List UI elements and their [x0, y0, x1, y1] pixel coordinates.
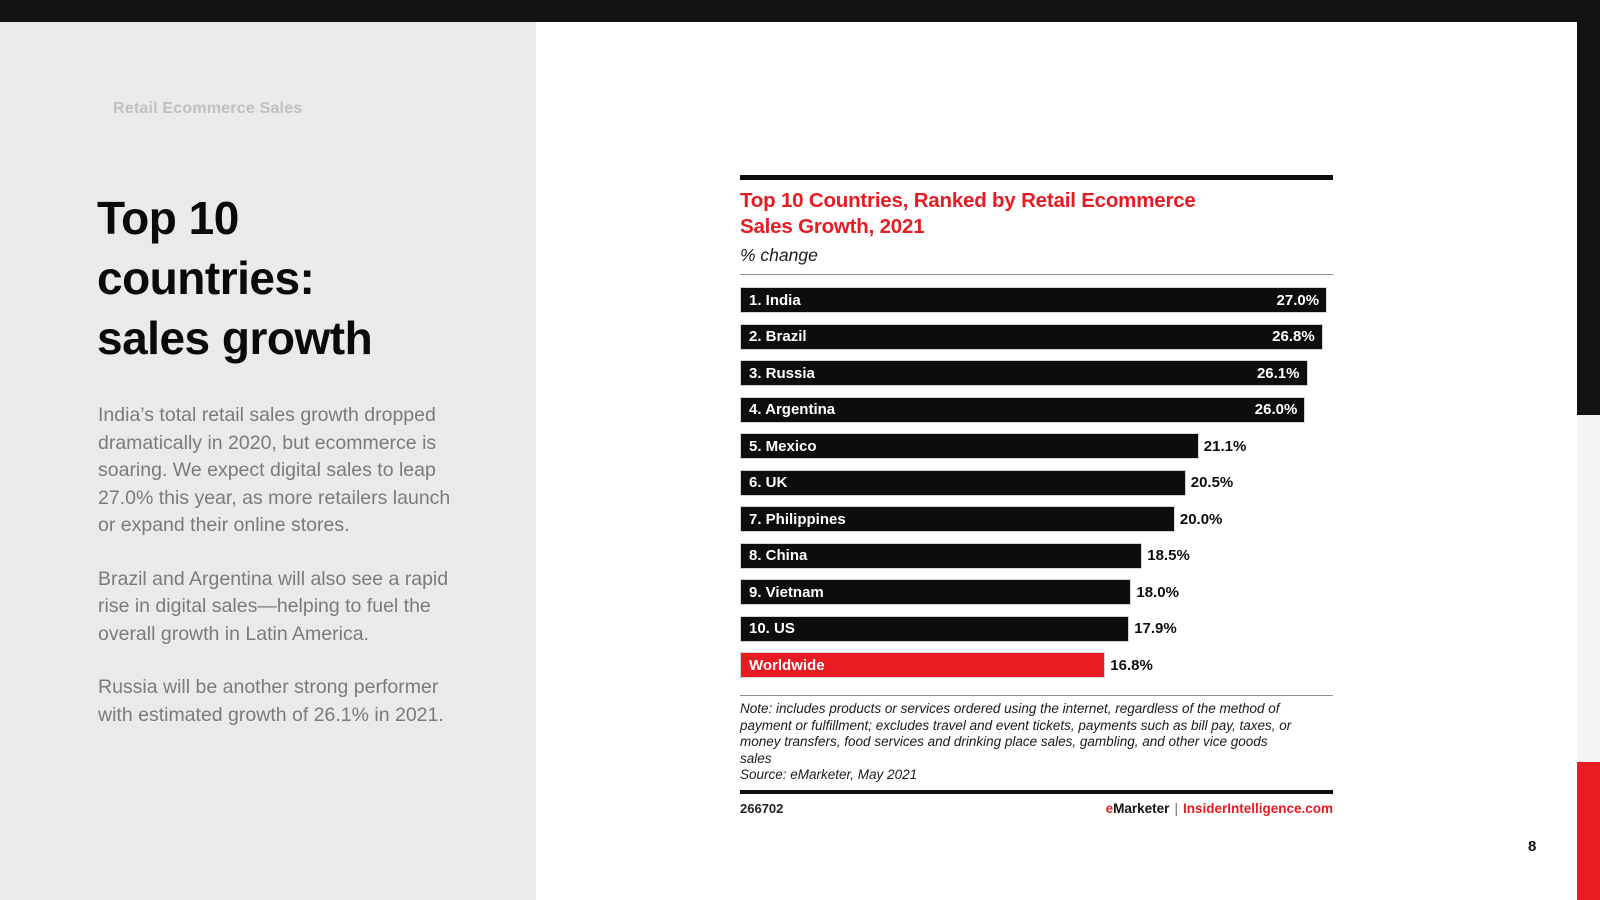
- body-paragraph-brazil-argentina: Brazil and Argentina will also see a rap…: [98, 567, 449, 645]
- bar: 10. US: [740, 615, 1130, 642]
- bar-row: 6. UK 20.5%: [740, 469, 1333, 496]
- chart-note-line: sales: [740, 750, 772, 766]
- chart-title-line-2: Sales Growth, 2021: [740, 215, 925, 238]
- chart-title-line-1: Top 10 Countries, Ranked by Retail Ecomm…: [740, 189, 1196, 212]
- chart-subtitle-rule: [740, 274, 1333, 275]
- bar-value: 21.1%: [1203, 437, 1247, 455]
- slide-title-line-3: sales growth: [97, 312, 373, 364]
- bar-row: 5. Mexico 21.1%: [740, 433, 1333, 459]
- section-eyebrow: Retail Ecommerce Sales: [113, 100, 303, 117]
- bar-label: 10. US: [749, 620, 795, 637]
- bar-value: 18.0%: [1136, 583, 1179, 601]
- bar-label: 8. China: [749, 547, 808, 564]
- bar: Worldwide: [740, 652, 1106, 678]
- bar-value: 17.9%: [1134, 620, 1177, 637]
- chart-panel: Top 10 Countries, Ranked by Retail Ecomm…: [740, 175, 1333, 816]
- bar: 4. Argentina 26.0%: [740, 396, 1306, 423]
- bar-row: Worldwide 16.8%: [740, 652, 1333, 678]
- bar-label: 7. Philippines: [749, 510, 846, 528]
- bar: 9. Vietnam: [740, 579, 1132, 605]
- chart-title: Top 10 Countries, Ranked by Retail Ecomm…: [740, 188, 1333, 240]
- bar-row: 8. China 18.5%: [740, 542, 1333, 569]
- page-number: 8: [1528, 838, 1537, 855]
- brand-lockup: eMarketer | InsiderIntelligence.com: [1106, 801, 1333, 816]
- brand-emarketer-name: Marketer: [1113, 800, 1170, 816]
- chart-id-number: 266702: [740, 800, 784, 816]
- bar: 7. Philippines: [740, 506, 1175, 532]
- bar: 5. Mexico: [740, 433, 1199, 459]
- bar: 3. Russia 26.1%: [740, 360, 1308, 386]
- bar-value: 26.8%: [1272, 328, 1315, 345]
- brand-emarketer-e: e: [1105, 800, 1114, 816]
- bar-value: 27.0%: [1276, 291, 1320, 309]
- bar-value: 16.8%: [1110, 656, 1153, 674]
- chart-note-line: money transfers, food services and drink…: [740, 734, 1268, 749]
- bar-label: 1. India: [749, 291, 801, 309]
- bar-row: 10. US 17.9%: [740, 615, 1333, 642]
- chart-note-rule: [740, 695, 1333, 696]
- bar-label: 9. Vietnam: [749, 583, 824, 601]
- bar-value: 26.1%: [1256, 364, 1300, 382]
- bar-label: Worldwide: [749, 656, 825, 674]
- bar: 1. India 27.0%: [740, 287, 1328, 313]
- bar-label: 5. Mexico: [749, 437, 817, 455]
- bar-value: 18.5%: [1147, 547, 1190, 564]
- bar: 8. China: [740, 542, 1143, 569]
- slide-title: Top 10 countries: sales growth: [97, 188, 373, 368]
- bar-value: 20.0%: [1179, 510, 1223, 528]
- brand-site-link[interactable]: InsiderIntelligence.com: [1182, 800, 1333, 816]
- chart-note-line: payment or fulfillment; excludes travel …: [740, 717, 1292, 733]
- body-paragraph-india: India’s total retail sales growth droppe…: [98, 404, 451, 536]
- chart-source-line: Source: eMarketer, May 2021: [740, 767, 918, 782]
- bar-row: 7. Philippines 20.0%: [740, 506, 1333, 532]
- slide-body-copy: India’s total retail sales growth droppe…: [98, 402, 454, 755]
- chart-footer: 266702 eMarketer | InsiderIntelligence.com: [740, 801, 1333, 816]
- brand-divider: |: [1174, 800, 1178, 816]
- top-black-bar: [0, 0, 1600, 22]
- bar-value: 20.5%: [1190, 474, 1234, 491]
- bar-row: 4. Argentina 26.0%: [740, 396, 1333, 423]
- left-sidebar-panel: Retail Ecommerce Sales Top 10 countries:…: [0, 22, 536, 900]
- edge-strip-red: [1577, 762, 1600, 900]
- bar-value: 26.0%: [1254, 401, 1298, 418]
- bar-label: 6. UK: [749, 474, 788, 491]
- bar-row: 1. India 27.0%: [740, 287, 1333, 313]
- bar-row: 9. Vietnam 18.0%: [740, 579, 1333, 605]
- chart-subtitle: % change: [740, 245, 818, 265]
- bar-label: 3. Russia: [749, 364, 815, 382]
- body-paragraph-russia: Russia will be another strong performer …: [98, 676, 444, 726]
- edge-strip-gray: [1577, 415, 1600, 762]
- chart-note-line: Note: includes products or services orde…: [740, 701, 1280, 716]
- slide-title-line-2: countries:: [97, 252, 315, 304]
- bar-chart: 1. India 27.0% 2. Brazil 26.8% 3. Russia 26.1…: [740, 287, 1333, 678]
- bar-row: 3. Russia 26.1%: [740, 360, 1333, 386]
- bar-label: 4. Argentina: [749, 401, 836, 418]
- chart-top-rule: [740, 175, 1333, 180]
- slide-title-line-1: Top 10: [97, 192, 239, 244]
- chart-note: Note: includes products or services orde…: [740, 701, 1333, 784]
- edge-strip-black: [1577, 0, 1600, 415]
- chart-bottom-rule: [740, 789, 1333, 794]
- bar: 6. UK: [740, 469, 1186, 496]
- bar-row: 2. Brazil 26.8%: [740, 323, 1333, 350]
- bar-label: 2. Brazil: [749, 328, 807, 345]
- bar: 2. Brazil 26.8%: [740, 323, 1323, 350]
